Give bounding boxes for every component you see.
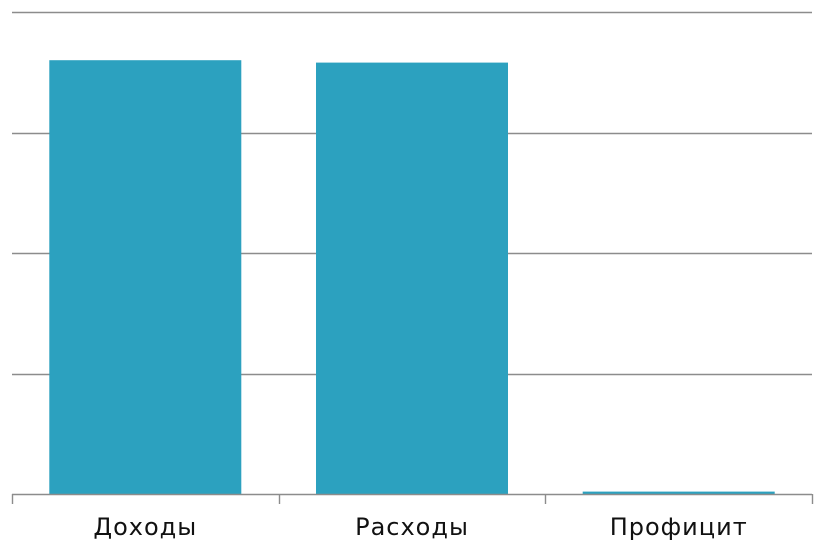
x-axis	[11, 493, 814, 504]
category-labels: Доходы Расходы Профицит	[93, 513, 748, 541]
bars	[49, 60, 775, 494]
bar-2	[316, 62, 508, 494]
x-tick-label: Расходы	[355, 513, 469, 541]
bar-1	[49, 60, 242, 494]
x-tick-label: Доходы	[93, 513, 197, 541]
bar-3	[582, 491, 775, 494]
x-tick-label: Профицит	[610, 513, 748, 541]
